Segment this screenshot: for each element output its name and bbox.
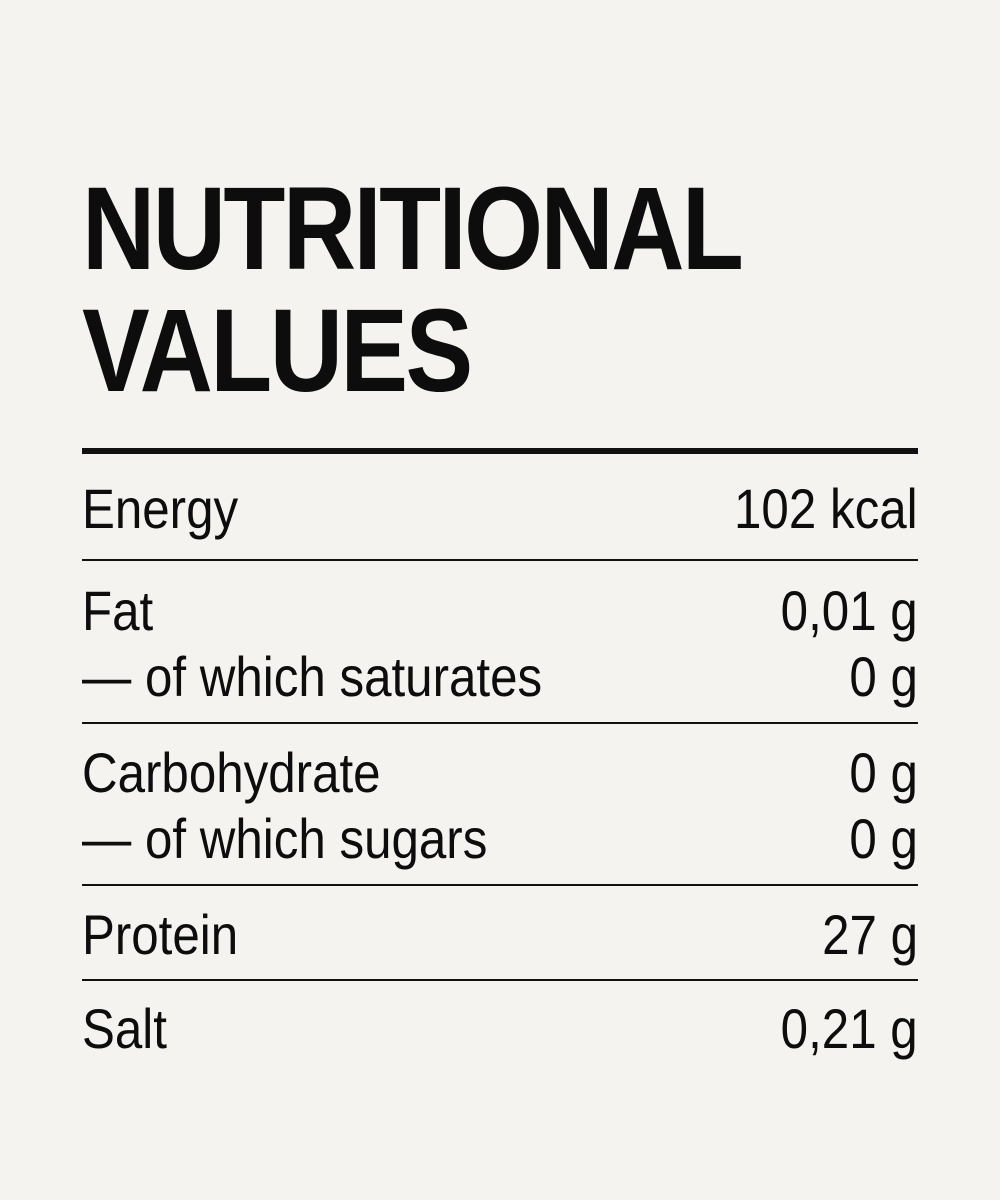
saturates-value: 0 g (849, 645, 918, 708)
nutrition-row-fat: Fat 0,01 g (82, 576, 918, 646)
row-divider (82, 979, 918, 981)
nutrition-row-saturates: — of which saturates 0 g (82, 642, 918, 712)
saturates-label: — of which saturates (82, 645, 543, 708)
nutrition-row-salt: Salt 0,21 g (82, 994, 918, 1064)
row-divider (82, 884, 918, 886)
title-divider (82, 448, 918, 454)
page-title: NUTRITIONAL VALUES (82, 168, 801, 412)
nutrition-row-protein: Protein 27 g (82, 900, 918, 970)
protein-value: 27 g (822, 903, 918, 966)
salt-value: 0,21 g (780, 997, 918, 1060)
energy-value: 102 kcal (734, 477, 918, 540)
fat-value: 0,01 g (780, 579, 918, 642)
nutrition-row-sugars: — of which sugars 0 g (82, 804, 918, 874)
title-line-1: NUTRITIONAL (82, 163, 744, 295)
carbohydrate-value: 0 g (849, 741, 918, 804)
carbohydrate-label: Carbohydrate (82, 741, 381, 804)
nutrition-row-carbohydrate: Carbohydrate 0 g (82, 738, 918, 808)
row-divider (82, 722, 918, 724)
row-divider (82, 559, 918, 561)
sugars-value: 0 g (849, 807, 918, 870)
nutrition-label: NUTRITIONAL VALUES Energy 102 kcal Fat 0… (82, 0, 918, 1200)
nutrition-row-energy: Energy 102 kcal (82, 474, 918, 544)
title-line-2: VALUES (82, 285, 473, 417)
protein-label: Protein (82, 903, 239, 966)
salt-label: Salt (82, 997, 167, 1060)
fat-label: Fat (82, 579, 154, 642)
sugars-label: — of which sugars (82, 807, 488, 870)
energy-label: Energy (82, 477, 239, 540)
